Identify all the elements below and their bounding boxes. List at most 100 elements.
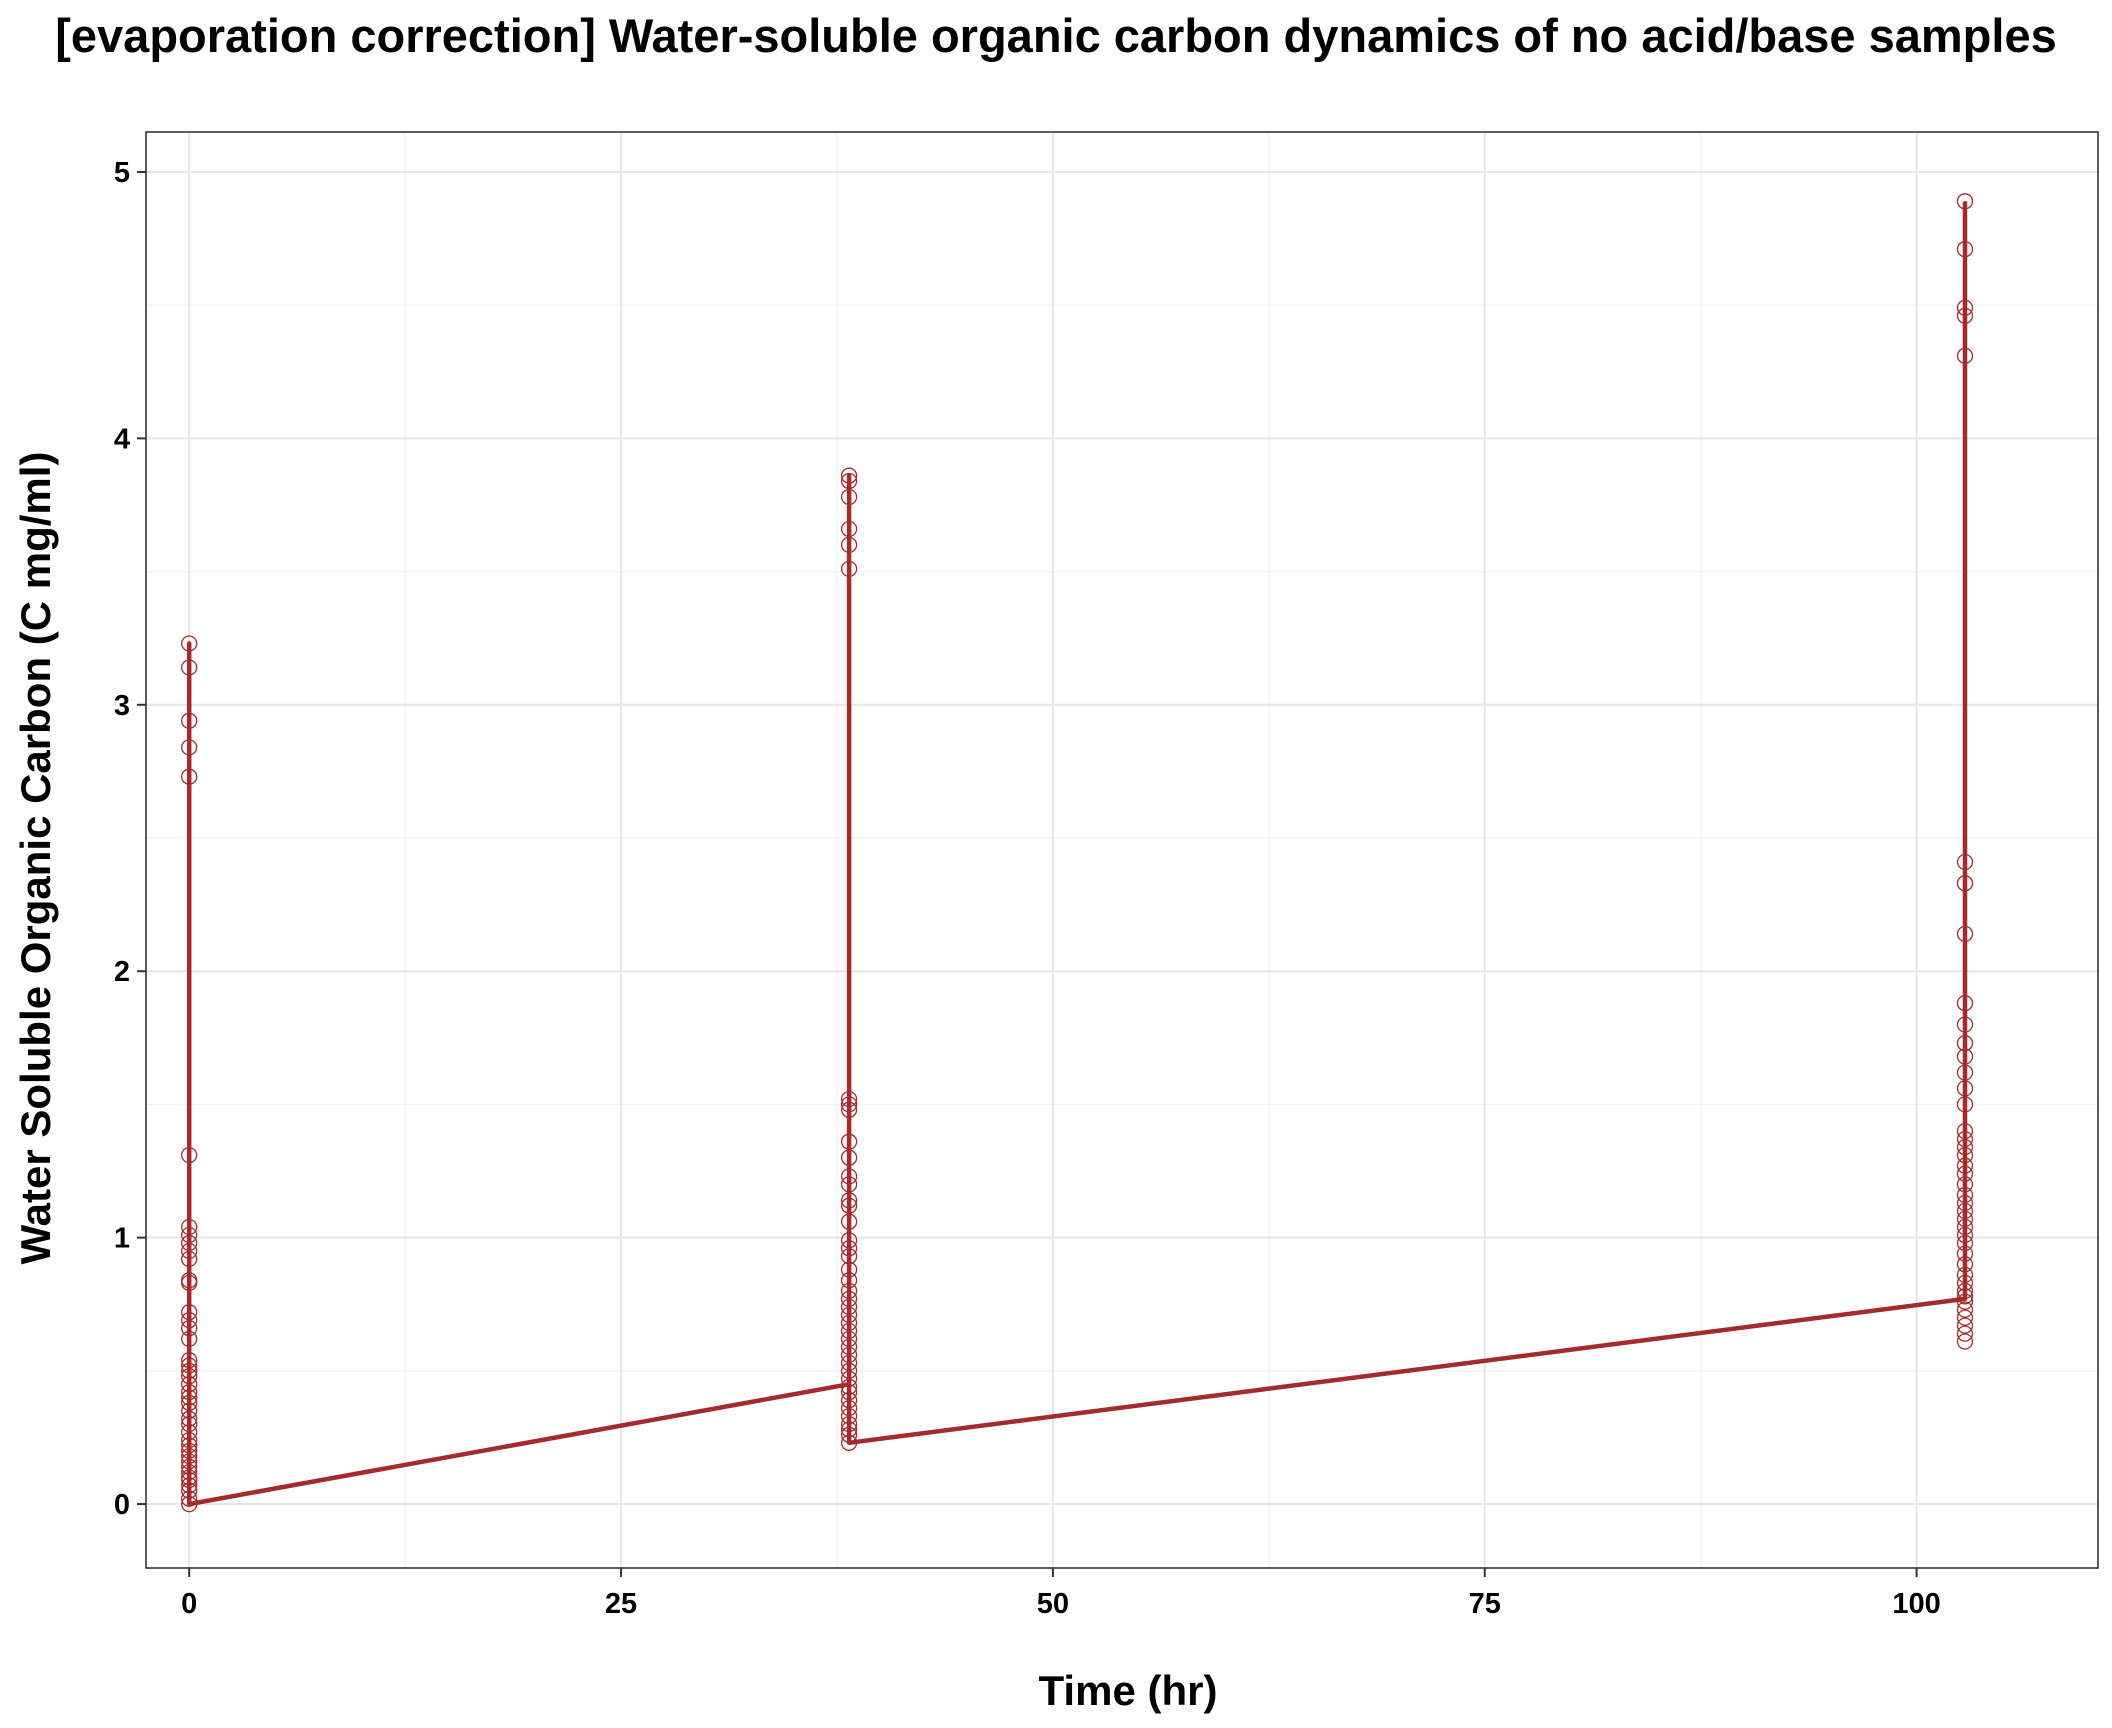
data-point: [181, 1330, 198, 1348]
x-tick-label: 50: [1037, 1588, 1069, 1620]
data-point: [1956, 307, 1974, 324]
data-point: [181, 1242, 198, 1260]
data-point: [840, 1346, 858, 1364]
data-point: [1956, 1234, 1974, 1252]
y-axis-title: Water Soluble Organic Carbon (C mg/ml): [12, 452, 59, 1265]
data-point: [1956, 1210, 1974, 1228]
data-point: [181, 1250, 198, 1268]
data-point: [1956, 1245, 1974, 1262]
chart-title: [evaporation correction] Water-soluble o…: [55, 9, 2056, 62]
data-point: [181, 1447, 198, 1465]
data-point: [840, 1272, 858, 1289]
data-point: [1956, 1157, 1974, 1174]
data-point: [181, 739, 198, 756]
series-line: [186, 201, 1968, 1507]
data-point: [840, 472, 858, 490]
data-point: [181, 1234, 198, 1252]
data-point: [181, 1352, 198, 1369]
y-tick-label: 3: [114, 690, 130, 722]
data-point: [181, 1312, 198, 1329]
data-point: [1956, 1293, 1974, 1310]
data-point: [840, 1197, 858, 1214]
data-point: [181, 1458, 198, 1475]
data-point: [1956, 1194, 1974, 1212]
data-point: [1956, 1064, 1974, 1081]
data-point: [181, 1442, 198, 1459]
data-point: [181, 1437, 198, 1454]
plot-panel-border: [145, 131, 2099, 1569]
data-point: [1956, 1274, 1974, 1292]
grid-lines: [146, 132, 2098, 1568]
data-point: [840, 1407, 858, 1425]
data-point: [1956, 1282, 1974, 1300]
data-point: [181, 1226, 198, 1244]
data-point: [1956, 1176, 1974, 1193]
data-point: [840, 520, 858, 538]
data-point: [181, 1304, 198, 1321]
data-point: [840, 1322, 858, 1340]
data-point: [840, 1261, 858, 1278]
data-point: [1956, 241, 1974, 258]
data-point: [1956, 1122, 1974, 1140]
data-point: [840, 1370, 858, 1387]
data-point: [1956, 1202, 1974, 1220]
data-point: [840, 1399, 858, 1417]
data-point: [181, 1146, 198, 1164]
data-point: [1956, 1048, 1974, 1065]
data-point: [181, 1415, 198, 1433]
data-point: [1956, 1266, 1974, 1284]
data-point: [840, 1306, 858, 1324]
axes: 0 25 50 75 100 0 1 2 3 4 5: [114, 157, 1941, 1620]
data-point: [181, 1490, 198, 1507]
data-point: [181, 712, 198, 729]
data-point: [1956, 1035, 1974, 1052]
data-point: [1956, 1256, 1974, 1273]
data-points: [181, 193, 1974, 1513]
data-point: [840, 1149, 858, 1166]
data-point: [1956, 193, 1974, 210]
data-point: [840, 1354, 858, 1372]
data-point: [1956, 1096, 1974, 1113]
y-tick-label: 4: [114, 423, 130, 455]
data-point: [840, 1213, 858, 1230]
data-point: [181, 635, 198, 652]
data-point: [181, 1431, 198, 1449]
data-point: [840, 1133, 858, 1150]
data-point: [181, 1453, 198, 1470]
data-point: [840, 1298, 858, 1316]
data-point: [1956, 1309, 1974, 1326]
y-tick-label: 2: [114, 956, 130, 988]
y-tick-label: 5: [114, 157, 130, 189]
data-point: [840, 1240, 858, 1257]
data-point: [181, 1482, 198, 1499]
data-point: [181, 1272, 198, 1289]
data-point: [840, 1362, 858, 1379]
data-point: [1956, 875, 1974, 892]
data-point: [181, 1389, 198, 1406]
data-point: [181, 1218, 198, 1236]
x-tick-label: 0: [181, 1588, 197, 1620]
data-point: [840, 560, 858, 578]
data-point: [181, 1423, 198, 1441]
data-point: [1956, 299, 1974, 316]
data-point: [840, 1282, 858, 1300]
data-point: [181, 1368, 198, 1385]
data-point: [1956, 1218, 1974, 1236]
data-point: [181, 1477, 198, 1494]
data-point: [181, 1394, 198, 1411]
x-tick-label: 25: [605, 1588, 637, 1620]
data-point: [840, 536, 858, 554]
data-point: [181, 1463, 198, 1481]
data-point: [181, 1384, 198, 1401]
data-point: [181, 1402, 198, 1419]
data-point: [840, 1392, 858, 1409]
data-point: [181, 1410, 198, 1427]
data-point: [1956, 1165, 1974, 1182]
data-point: [840, 1248, 858, 1265]
data-point: [1956, 1301, 1974, 1318]
data-point: [840, 1192, 858, 1209]
series-line-layer: [186, 201, 1968, 1507]
data-point: [840, 1426, 858, 1443]
data-point: [840, 488, 858, 506]
